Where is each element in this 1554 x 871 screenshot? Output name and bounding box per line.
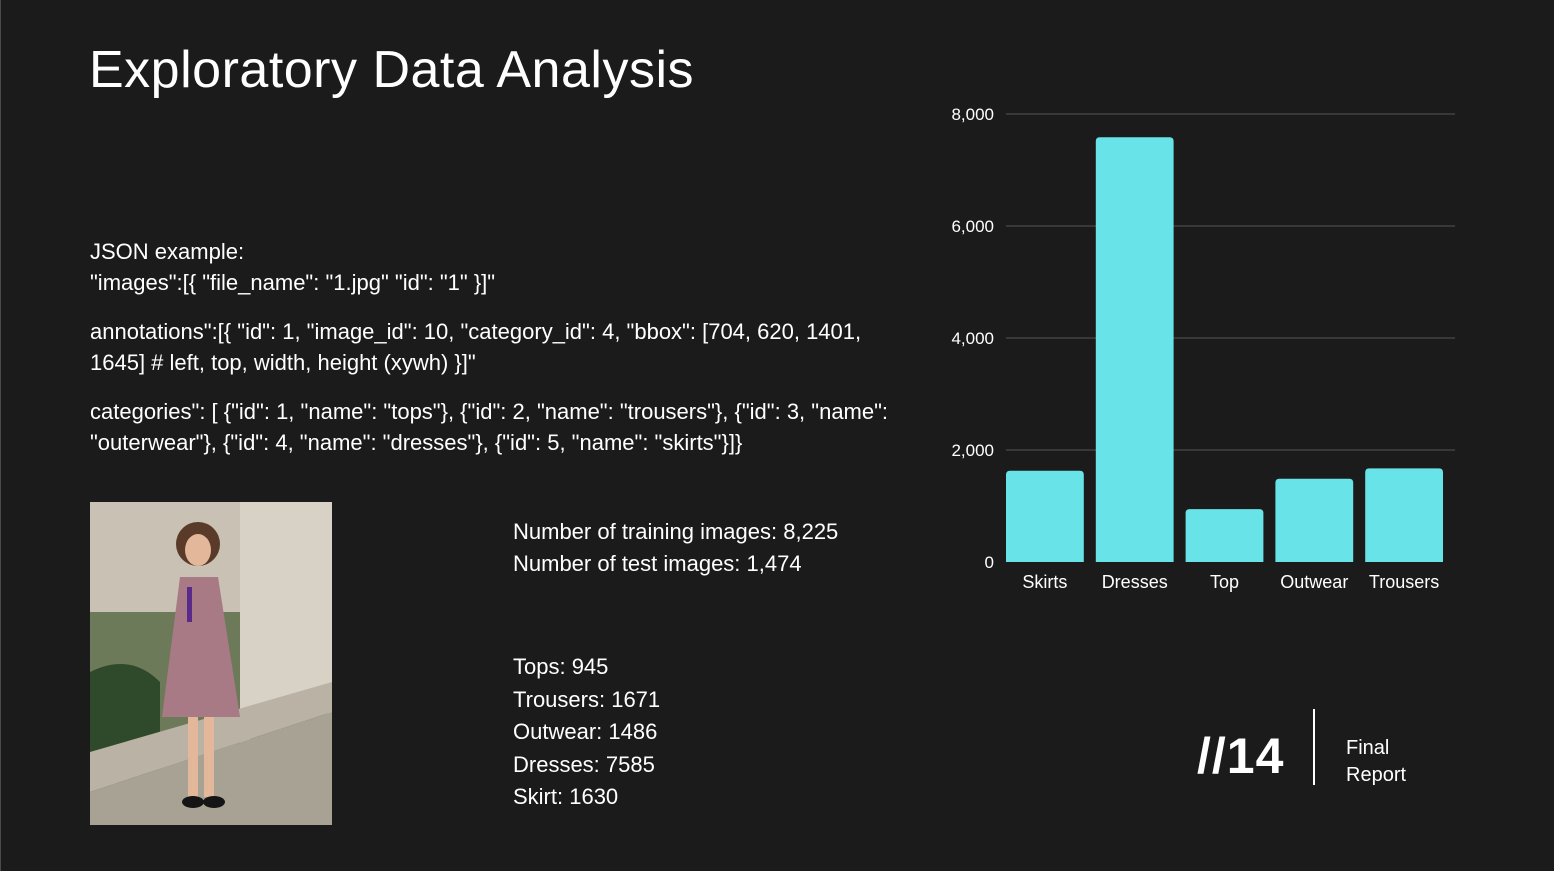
test-images-count: Number of test images: 1,474 (513, 551, 802, 576)
count-skirt: Skirt: 1630 (513, 784, 619, 809)
bar (1185, 509, 1264, 562)
footer-label: Final Report (1346, 735, 1436, 789)
count-dresses: Dresses: 7585 (513, 751, 655, 777)
x-tick-label: Dresses (1102, 572, 1168, 592)
footer-label-line2: Report (1346, 764, 1407, 786)
bar (1006, 470, 1084, 562)
y-tick-label: 0 (985, 553, 994, 572)
bar (1095, 137, 1174, 563)
json-example-block: JSON example: "images":[{ "file_name": "… (90, 236, 890, 476)
footer-label-line1: Final (1346, 737, 1390, 759)
category-bar-chart: 0 2,000 4,000 6,000 8,000 Skirts Dresses Top Out… (951, 105, 1455, 592)
json-annotations-line: annotations":[{ "id": 1, "image_id": 10,… (90, 319, 862, 375)
json-images-paragraph: JSON example: "images":[{ "file_name": "… (90, 236, 890, 298)
json-images-line: "images":[{ "file_name": "1.jpg" "id": "… (90, 270, 496, 295)
json-categories-line: categories": [ {"id": 1, "name": "tops"}… (90, 399, 889, 455)
image-stats: Number of training images: 8,225 Number … (513, 516, 838, 580)
bar (1365, 468, 1443, 562)
x-tick-label: Top (1210, 572, 1239, 592)
y-tick-label: 6,000 (951, 217, 994, 236)
sample-photo-icon (90, 502, 332, 825)
sample-photo (90, 502, 332, 825)
slide-title: Exploratory Data Analysis (89, 41, 694, 99)
x-tick-label: Skirts (1022, 572, 1067, 592)
bar (1275, 478, 1354, 562)
count-outwear: Outwear: 1486 (513, 719, 658, 744)
y-tick-label: 8,000 (951, 105, 994, 124)
count-trousers: Trousers: 1671 (513, 686, 661, 712)
json-example-heading: JSON example: (90, 239, 245, 264)
x-tick-label: Outwear (1280, 572, 1348, 592)
training-images-count: Number of training images: 8,225 (513, 519, 839, 544)
count-tops: Tops: 945 (513, 654, 609, 679)
y-tick-label: 2,000 (951, 441, 994, 460)
footer-divider (1313, 709, 1315, 785)
category-counts: Tops: 945 Trousers: 1671 Outwear: 1486 D… (513, 651, 660, 814)
y-tick-label: 4,000 (951, 329, 994, 348)
page-number: //14 (1197, 728, 1285, 784)
x-tick-label: Trousers (1369, 572, 1439, 592)
